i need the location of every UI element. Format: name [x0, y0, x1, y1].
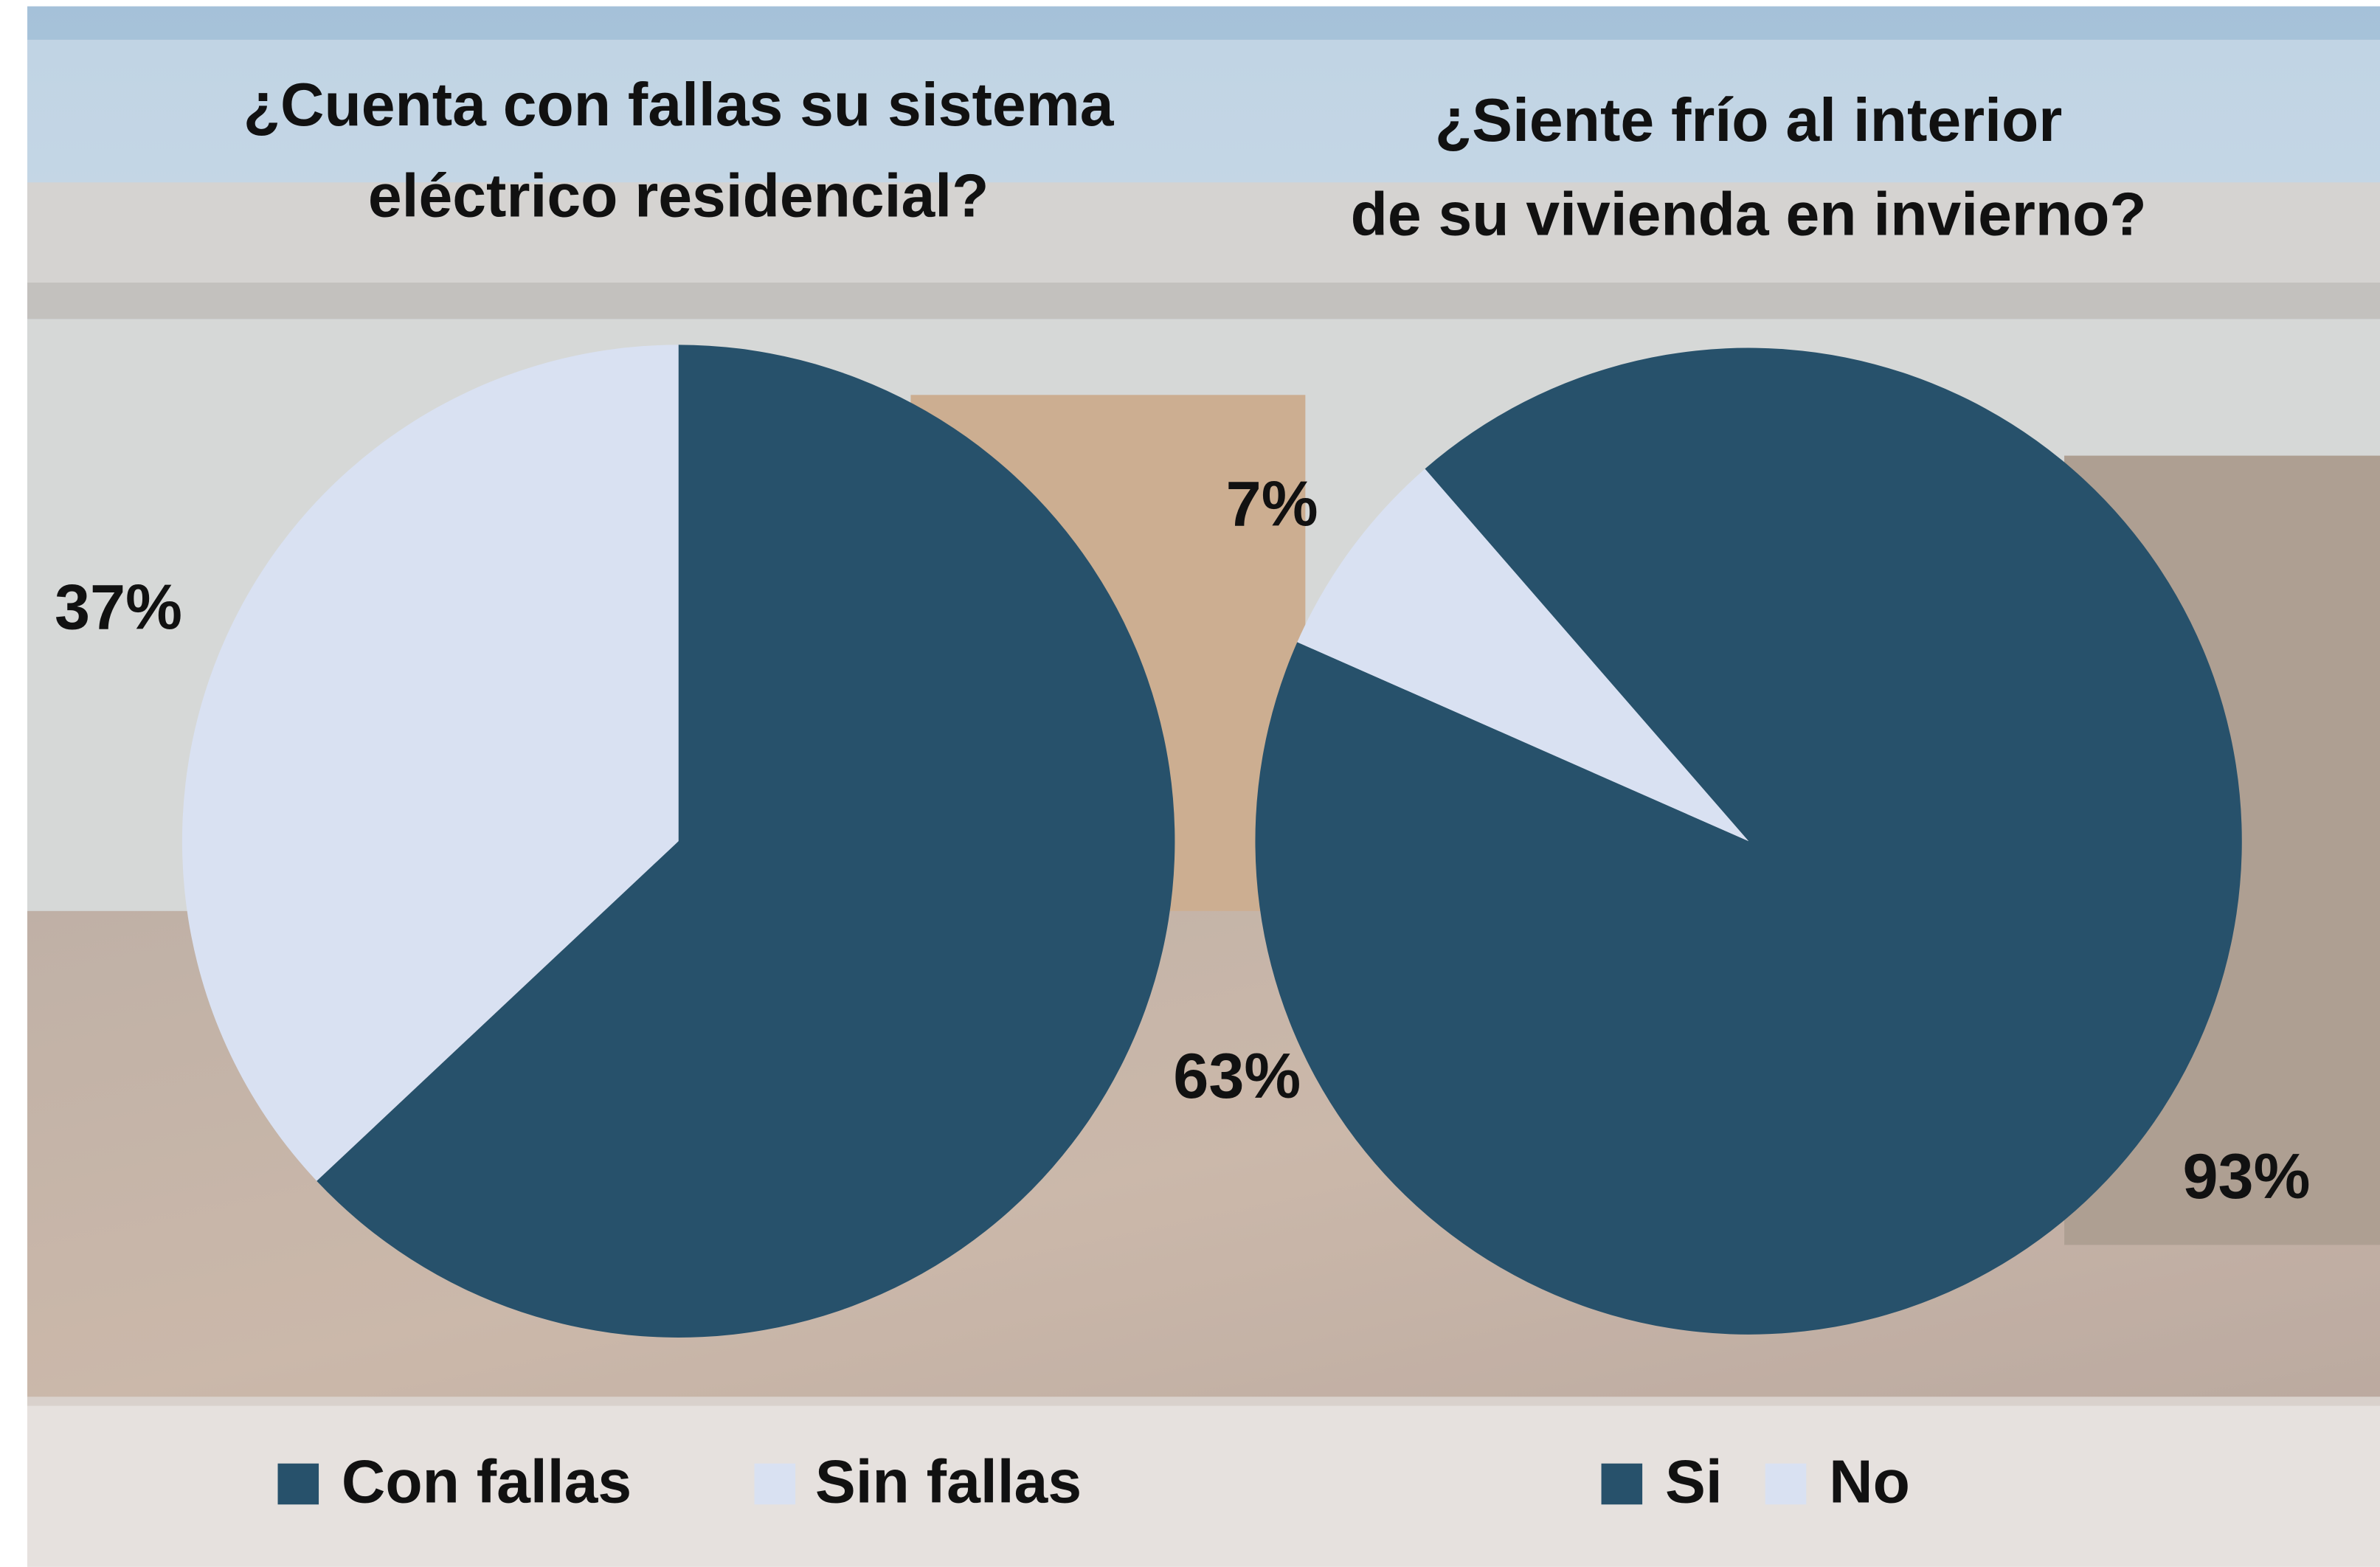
pie-slice [316, 345, 1175, 1338]
legend-swatch [1765, 1463, 1807, 1505]
legend-label: No [1829, 1448, 1910, 1515]
legend-label: Con fallas [342, 1448, 632, 1515]
legend-swatch [277, 1463, 319, 1505]
legend-label: Sin fallas [815, 1448, 1082, 1515]
data-label: 37% [55, 572, 182, 643]
pie-slice [1297, 468, 1749, 842]
data-label: 93% [2182, 1141, 2310, 1212]
chart-title: de su vivienda en invierno? [1351, 181, 2147, 248]
chart-title: eléctrico residencial? [368, 163, 989, 230]
chart-title: ¿Siente frío al interior [1435, 87, 2062, 154]
pie-slice [1255, 347, 2242, 1335]
legend-swatch [1601, 1463, 1643, 1505]
legend-label: Si [1665, 1448, 1723, 1515]
data-label: 7% [1226, 468, 1318, 539]
data-label: 63% [1173, 1041, 1301, 1112]
chart-title: ¿Cuenta con fallas su sistema [243, 72, 1115, 139]
pie-slice [181, 345, 679, 1181]
legend-swatch [754, 1463, 796, 1505]
